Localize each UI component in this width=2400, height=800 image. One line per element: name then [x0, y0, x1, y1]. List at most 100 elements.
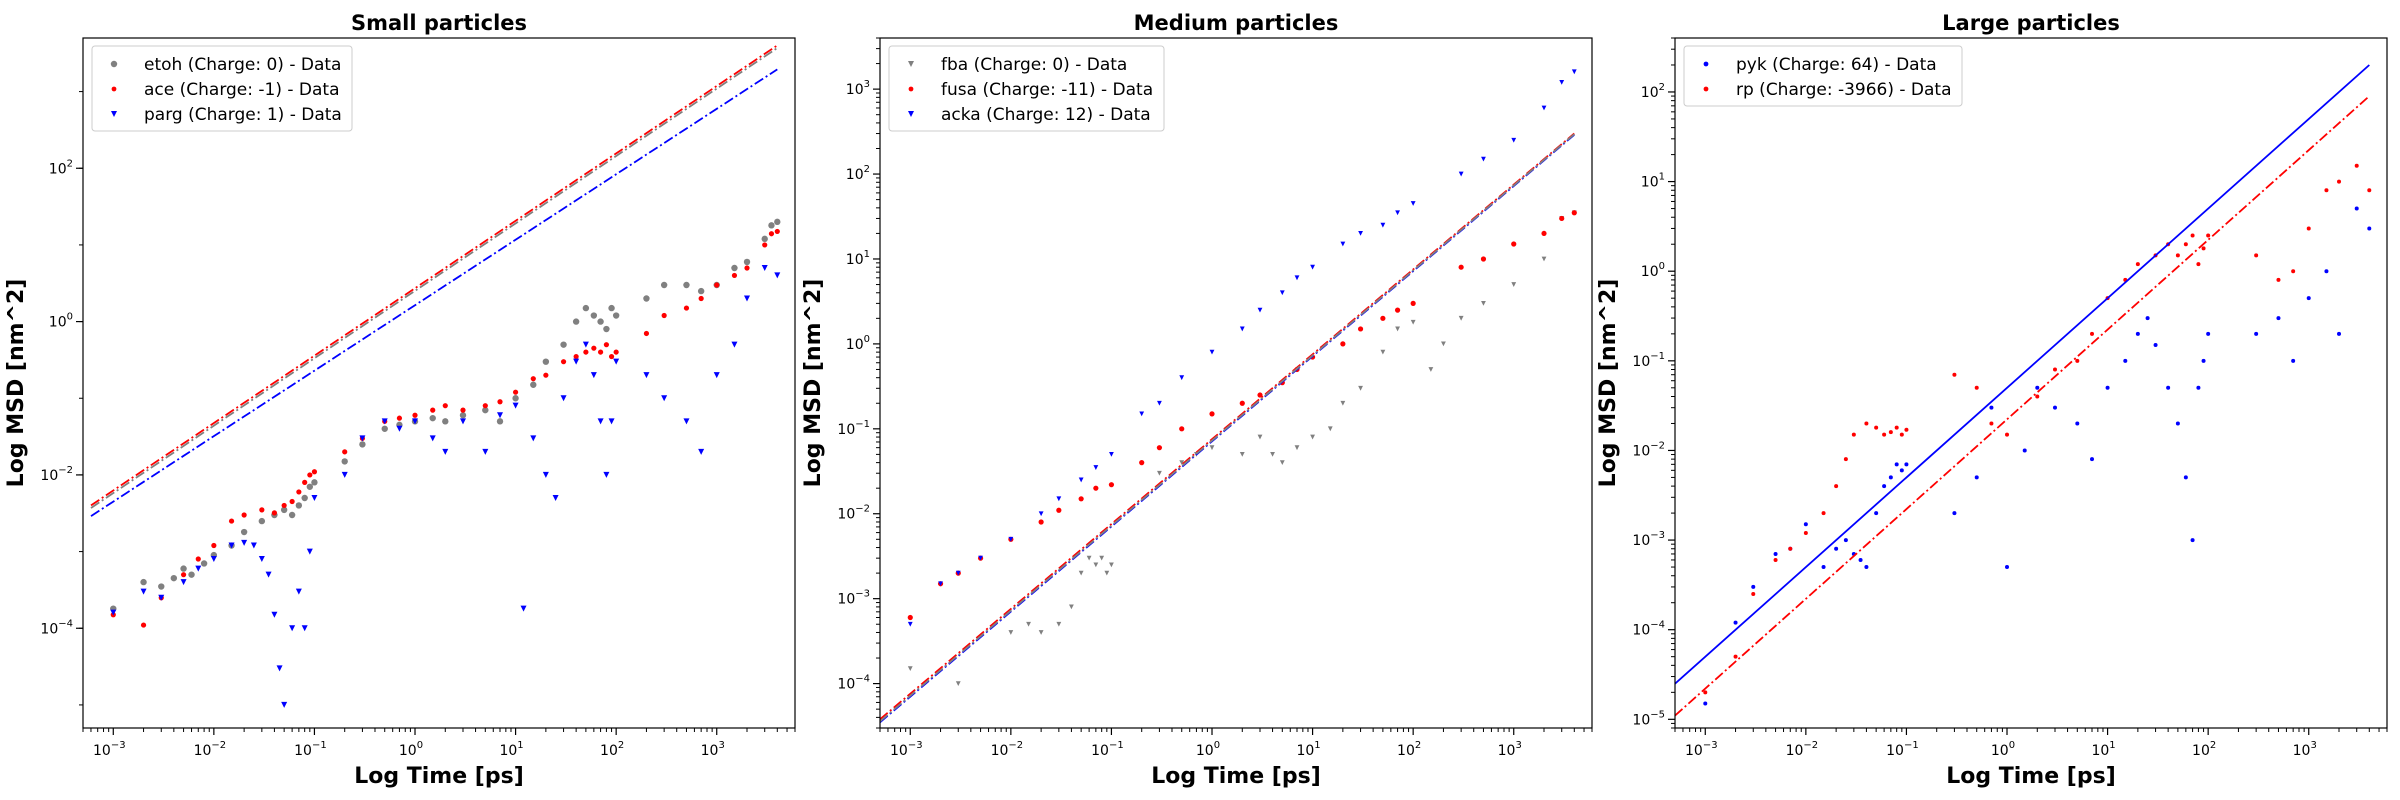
data-point	[430, 407, 436, 413]
y-tick-label: 10−2	[40, 465, 73, 484]
legend-marker	[111, 86, 117, 92]
y-tick-label: 10−4	[40, 618, 73, 637]
data-point	[1279, 460, 1285, 466]
data-point	[442, 418, 449, 425]
fit-line	[1675, 64, 2370, 685]
data-point	[341, 458, 348, 465]
fit-line	[880, 132, 1575, 720]
data-point	[2291, 358, 2296, 363]
data-point	[1038, 630, 1044, 635]
legend-box	[1683, 45, 1963, 107]
data-point	[542, 358, 550, 365]
data-point	[661, 312, 667, 319]
data-point	[2175, 253, 2180, 258]
data-point	[1157, 470, 1162, 476]
data-point	[1458, 315, 1464, 321]
data-point	[1410, 300, 1416, 306]
data-point	[512, 395, 519, 402]
data-point	[459, 412, 467, 419]
data-point	[1394, 307, 1401, 313]
data-point	[442, 448, 449, 455]
data-point	[1239, 451, 1245, 457]
data-point	[2367, 226, 2372, 231]
data-point	[1380, 349, 1386, 355]
x-tick-label: 101	[499, 740, 523, 759]
data-point	[698, 295, 704, 302]
data-point	[1851, 432, 1856, 437]
data-point	[211, 542, 217, 549]
x-tick-label: 100	[399, 740, 423, 759]
data-point	[552, 495, 559, 501]
data-point	[1894, 462, 1899, 467]
data-point	[2206, 233, 2211, 238]
data-point	[597, 318, 604, 325]
data-point	[1458, 264, 1464, 270]
data-point	[543, 372, 549, 378]
data-point	[683, 281, 690, 289]
data-point	[530, 381, 537, 388]
data-point	[1109, 451, 1114, 457]
data-point	[560, 359, 567, 365]
data-point	[907, 614, 913, 621]
data-point	[1294, 275, 1300, 281]
data-point	[412, 418, 419, 425]
data-point	[442, 403, 448, 409]
y-tick-label: 10−4	[1632, 620, 1665, 639]
data-point	[1056, 621, 1062, 627]
data-point	[2201, 358, 2206, 363]
legend-marker	[1703, 61, 1709, 67]
data-point	[1209, 445, 1215, 451]
x-axis-label: Log Time [ps]	[1946, 764, 2116, 789]
data-point	[1139, 460, 1145, 466]
x-tick-label: 103	[701, 740, 725, 759]
data-point	[1357, 326, 1364, 332]
data-point	[1843, 457, 1848, 462]
data-point	[1340, 241, 1346, 247]
data-point	[1788, 546, 1793, 551]
data-point	[1310, 264, 1315, 270]
data-point	[289, 498, 295, 505]
data-point	[140, 588, 147, 595]
data-point	[731, 264, 738, 272]
x-tick-label: 10−3	[1685, 740, 1718, 759]
data-point	[110, 609, 117, 616]
data-point	[1008, 536, 1014, 542]
data-point	[497, 399, 503, 405]
data-point	[2196, 262, 2201, 267]
x-tick-label: 102	[600, 740, 624, 759]
data-point	[158, 594, 165, 601]
y-tick-label: 103	[846, 79, 870, 98]
data-point	[1864, 565, 1869, 570]
y-tick-label: 101	[1641, 172, 1665, 191]
data-point	[1428, 367, 1434, 372]
data-point	[228, 542, 235, 549]
data-point	[683, 305, 690, 311]
data-point	[296, 489, 302, 495]
x-tick-label: 10−3	[890, 740, 923, 759]
data-point	[1888, 430, 1893, 435]
data-point	[2123, 358, 2128, 363]
data-point	[2367, 188, 2372, 193]
data-point	[603, 471, 610, 478]
data-point	[1974, 385, 1979, 390]
data-point	[744, 265, 750, 271]
data-point	[496, 418, 504, 425]
data-point	[768, 231, 775, 237]
data-point	[1874, 425, 1879, 430]
data-point	[258, 517, 266, 525]
chart-panel-1: 10−3 10−2 10−1 100 101 102 103 10−4 10−2 100 102 Sm…	[4, 11, 796, 789]
data-point	[158, 583, 165, 590]
legend: pyk (Charge: 64) - Data rp (Charge: -3966…	[1683, 45, 1963, 107]
plot-area	[1675, 64, 2372, 717]
data-point	[1834, 484, 1839, 489]
data-point	[2254, 331, 2259, 336]
data-point	[342, 449, 348, 455]
x-tick-label: 10−2	[194, 740, 227, 759]
data-point	[396, 425, 403, 432]
legend-label: parg (Charge: 1) - Data	[144, 105, 342, 125]
data-point	[2035, 385, 2040, 390]
data-point	[2090, 457, 2095, 462]
y-tick-label: 100	[846, 334, 870, 353]
data-point	[590, 372, 597, 379]
data-point	[1894, 425, 1899, 430]
